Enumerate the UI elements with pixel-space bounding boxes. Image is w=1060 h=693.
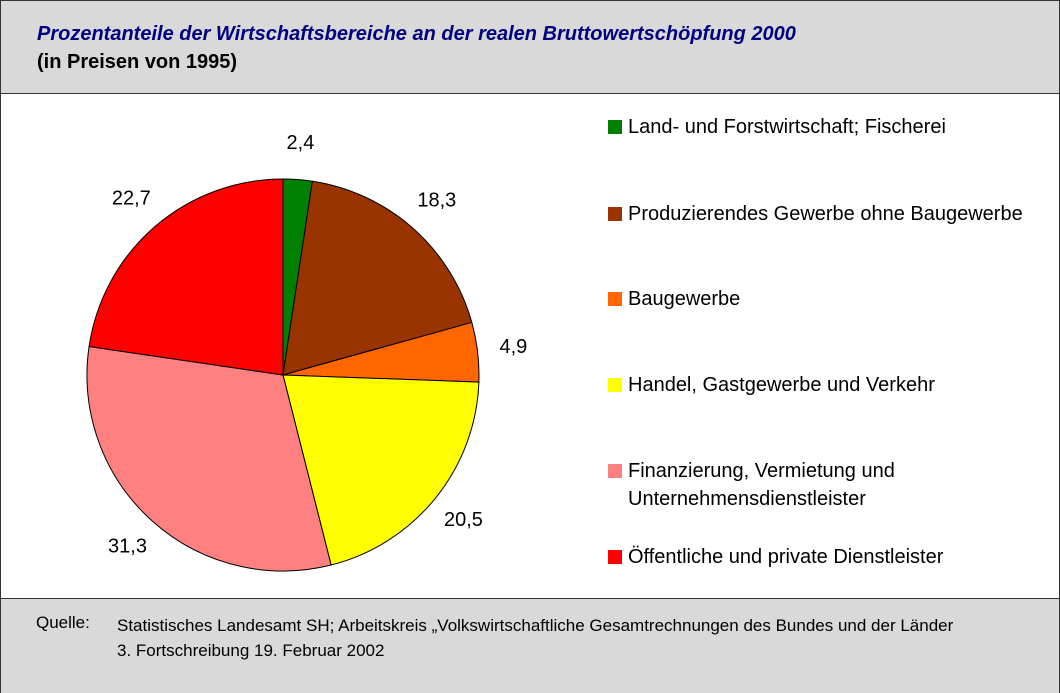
chart-title: Prozentanteile der Wirtschaftsbereiche a… xyxy=(37,23,796,45)
header: Prozentanteile der Wirtschaftsbereiche a… xyxy=(1,1,1059,94)
data-label: 20,5 xyxy=(444,509,483,531)
data-label: 18,3 xyxy=(417,190,456,212)
legend-swatch xyxy=(608,464,622,478)
data-label: 31,3 xyxy=(108,535,147,557)
source-text: Statistisches Landesamt SH; Arbeitskreis… xyxy=(117,613,957,663)
legend-label: Produzierendes Gewerbe ohne Baugewerbe xyxy=(628,203,1023,225)
source-line: Statistisches Landesamt SH; Arbeitskreis… xyxy=(117,616,954,635)
footer: Quelle: Statistisches Landesamt SH; Arbe… xyxy=(1,598,1059,693)
source-line: 3. Fortschreibung 19. Februar 2002 xyxy=(117,641,385,660)
pie-slice xyxy=(282,180,473,376)
legend-swatch xyxy=(608,207,622,221)
pie-slice xyxy=(282,374,480,566)
legend-label: Baugewerbe xyxy=(628,288,741,310)
pie-slice xyxy=(86,345,332,572)
pie-slice xyxy=(88,178,284,376)
chart-subtitle: (in Preisen von 1995) xyxy=(37,51,238,73)
legend-label: Finanzierung, Vermietung und Unternehmen… xyxy=(628,460,895,510)
legend-swatch xyxy=(608,292,622,306)
legend-swatch xyxy=(608,550,622,564)
legend-label: Öffentliche und private Dienstleister xyxy=(628,546,944,568)
data-label: 22,7 xyxy=(112,188,151,210)
legend-swatch xyxy=(608,120,622,134)
source-label: Quelle: xyxy=(36,613,90,632)
data-label: 4,9 xyxy=(499,336,527,358)
chart: 2,4 18,3 4,9 20,5 31,3 22,7 xyxy=(86,132,527,572)
legend-label: Handel, Gastgewerbe und Verkehr xyxy=(628,374,935,396)
data-label: 2,4 xyxy=(287,132,315,154)
legend-swatch xyxy=(608,378,622,392)
legend-label: Land- und Forstwirtschaft; Fischerei xyxy=(628,116,946,138)
